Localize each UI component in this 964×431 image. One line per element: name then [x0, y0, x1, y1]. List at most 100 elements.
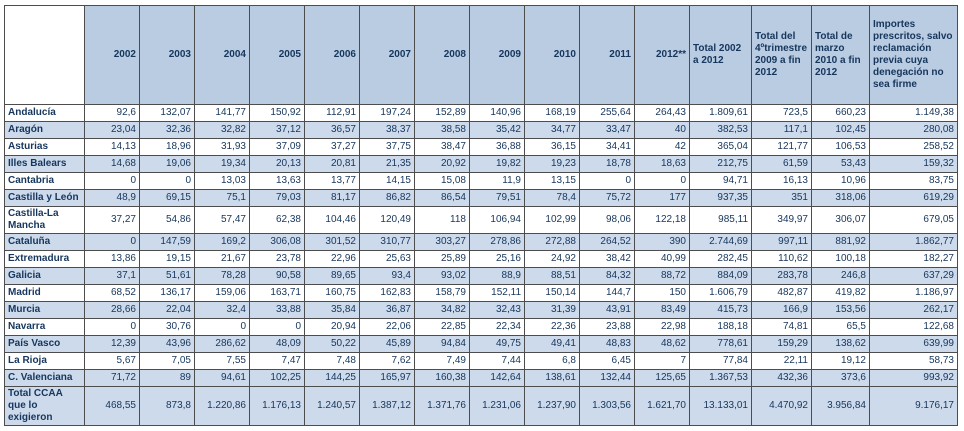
value-cell: 278,86: [469, 233, 525, 251]
value-cell: 0: [579, 172, 635, 190]
value-cell: 35,42: [469, 121, 525, 139]
value-cell: 13,15: [524, 172, 580, 190]
value-cell: 246,8: [811, 267, 870, 285]
value-cell: 89,65: [304, 267, 360, 285]
value-cell: 390: [634, 233, 690, 251]
value-cell: 36,15: [524, 138, 580, 156]
value-cell: 40,99: [634, 250, 690, 268]
value-cell: 0: [139, 172, 195, 190]
value-cell: 81,17: [304, 189, 360, 207]
value-cell: 14,15: [359, 172, 415, 190]
value-cell: 69,15: [139, 189, 195, 207]
value-cell: 1.237,90: [524, 386, 580, 426]
value-cell: 19,12: [811, 352, 870, 370]
year-column-header: 2007: [359, 5, 415, 105]
value-cell: 351: [751, 189, 812, 207]
value-cell: 34,82: [414, 301, 470, 319]
corner-cell: [4, 5, 85, 105]
value-cell: 985,11: [689, 206, 752, 234]
value-cell: 1.862,77: [869, 233, 958, 251]
value-cell: 33,47: [579, 121, 635, 139]
row-label: Aragón: [4, 121, 85, 139]
value-cell: 31,39: [524, 301, 580, 319]
value-cell: 112,91: [304, 104, 360, 122]
value-cell: 382,53: [689, 121, 752, 139]
value-cell: 106,53: [811, 138, 870, 156]
table-row: Cantabria 0 0 13,03 13,63 13,77 14,15 15,08 11,9…: [4, 172, 958, 190]
value-cell: 20,94: [304, 318, 360, 336]
value-cell: 12,39: [84, 335, 140, 353]
value-cell: 20,81: [304, 155, 360, 173]
table-row: Extremadura 13,86 19,15 21,67 23,78 22,96 25,6…: [4, 250, 958, 268]
value-cell: 160,38: [414, 369, 470, 387]
value-cell: 21,35: [359, 155, 415, 173]
value-cell: 22,06: [359, 318, 415, 336]
row-label: Castilla-La Mancha: [4, 206, 85, 234]
table-row: País Vasco 12,39 43,96 286,62 48,09 50,22 45,8…: [4, 335, 958, 353]
value-cell: 142,64: [469, 369, 525, 387]
value-cell: 282,45: [689, 250, 752, 268]
value-cell: 93,4: [359, 267, 415, 285]
value-cell: 0: [634, 172, 690, 190]
value-cell: 79,03: [249, 189, 305, 207]
value-cell: 5,67: [84, 352, 140, 370]
value-cell: 4.470,92: [751, 386, 812, 426]
row-label: Castilla y León: [4, 189, 85, 207]
value-cell: 110,62: [751, 250, 812, 268]
value-cell: 102,45: [811, 121, 870, 139]
value-cell: 7,44: [469, 352, 525, 370]
value-cell: 1.240,57: [304, 386, 360, 426]
value-cell: 1.303,56: [579, 386, 635, 426]
row-label: C. Valenciana: [4, 369, 85, 387]
value-cell: 13,77: [304, 172, 360, 190]
ccaa-importes-table: 2002 2003 2004 2005 2006 2007 2008 2009 2010 2011…: [4, 5, 958, 426]
row-label: Illes Balears: [4, 155, 85, 173]
value-cell: 40: [634, 121, 690, 139]
value-cell: 1.186,97: [869, 284, 958, 302]
total-column-header: Total 2002 a 2012: [689, 5, 752, 105]
value-cell: 54,86: [139, 206, 195, 234]
value-cell: 94,61: [194, 369, 250, 387]
value-cell: 19,23: [524, 155, 580, 173]
value-cell: 22,36: [524, 318, 580, 336]
value-cell: 86,82: [359, 189, 415, 207]
value-cell: 62,38: [249, 206, 305, 234]
value-cell: 182,27: [869, 250, 958, 268]
value-cell: 159,06: [194, 284, 250, 302]
value-cell: 1.176,13: [249, 386, 305, 426]
value-cell: 19,82: [469, 155, 525, 173]
value-cell: 166,9: [751, 301, 812, 319]
row-label: Asturias: [4, 138, 85, 156]
value-cell: 7,47: [249, 352, 305, 370]
value-cell: 0: [84, 318, 140, 336]
value-cell: 31,93: [194, 138, 250, 156]
value-cell: 7: [634, 352, 690, 370]
value-cell: 0: [84, 233, 140, 251]
row-label: Cantabria: [4, 172, 85, 190]
value-cell: 937,35: [689, 189, 752, 207]
value-cell: 1.371,76: [414, 386, 470, 426]
value-cell: 37,27: [84, 206, 140, 234]
value-cell: 48,62: [634, 335, 690, 353]
table-row: Cataluña 0 147,59 169,2 306,08 301,52 310,77 30…: [4, 233, 958, 251]
value-cell: 100,18: [811, 250, 870, 268]
year-column-header: 2009: [469, 5, 525, 105]
value-cell: 94,71: [689, 172, 752, 190]
value-cell: 881,92: [811, 233, 870, 251]
value-cell: 14,68: [84, 155, 140, 173]
value-cell: 280,08: [869, 121, 958, 139]
value-cell: 349,97: [751, 206, 812, 234]
value-cell: 23,78: [249, 250, 305, 268]
table-row: Castilla-La Mancha 37,27 54,86 57,47 62,38 10…: [4, 206, 958, 234]
year-column-header: 2004: [194, 5, 250, 105]
value-cell: 619,29: [869, 189, 958, 207]
value-cell: 1.367,53: [689, 369, 752, 387]
value-cell: 153,56: [811, 301, 870, 319]
row-label: Murcia: [4, 301, 85, 319]
value-cell: 48,09: [249, 335, 305, 353]
value-cell: 25,63: [359, 250, 415, 268]
value-cell: 42: [634, 138, 690, 156]
value-cell: 1.387,12: [359, 386, 415, 426]
value-cell: 18,96: [139, 138, 195, 156]
value-cell: 50,22: [304, 335, 360, 353]
